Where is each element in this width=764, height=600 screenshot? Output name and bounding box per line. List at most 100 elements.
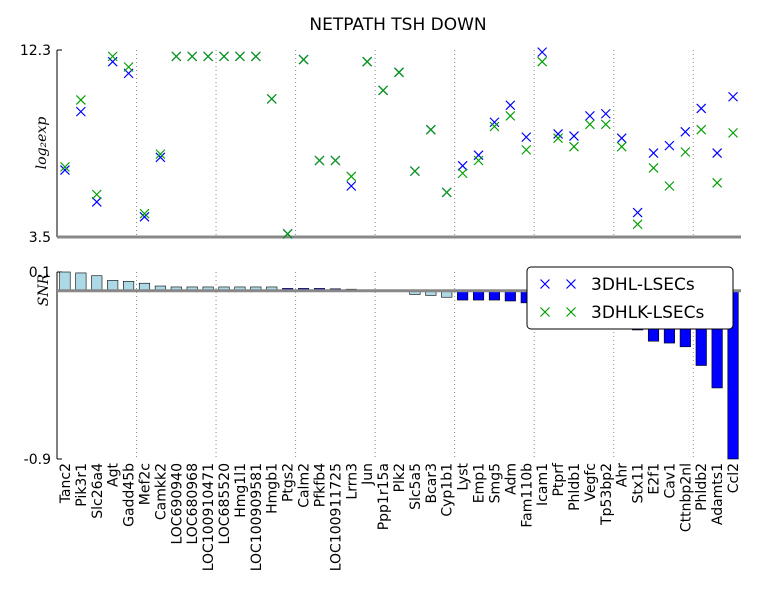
- y-tick-label: -0.9: [24, 452, 51, 468]
- x-tick-label: Ppp1r15a: [376, 463, 392, 530]
- y-tick-label: 0.1: [29, 265, 51, 281]
- x-tick-label: Pfkfb4: [312, 463, 328, 507]
- marker: [107, 51, 118, 62]
- x-tick-label: Ahr: [615, 463, 631, 487]
- marker: [696, 103, 707, 114]
- marker: [553, 129, 563, 139]
- marker: [696, 124, 707, 135]
- marker: [203, 51, 214, 62]
- marker: [330, 155, 341, 166]
- x-tick-label: Mef2c: [137, 463, 153, 505]
- x-tick-label: Ccl2: [726, 463, 742, 493]
- x-tick-label: LOC680968: [185, 463, 201, 545]
- marker: [648, 163, 659, 173]
- x-tick-label: Jun: [360, 463, 376, 486]
- marker: [680, 126, 691, 137]
- x-tick-label: LOC690940: [169, 463, 185, 545]
- marker: [728, 127, 738, 138]
- legend-box: [526, 266, 734, 330]
- marker: [648, 148, 659, 158]
- marker: [171, 51, 182, 62]
- y-tick-label: 3.5: [29, 230, 51, 246]
- bar: [504, 290, 516, 302]
- marker: [394, 67, 404, 78]
- marker: [362, 56, 373, 67]
- x-tick-label: LOC685520: [217, 463, 233, 545]
- y-axis-label: SNR: [36, 273, 52, 306]
- x-tick-label: Stx11: [631, 463, 647, 503]
- marker: [473, 150, 484, 161]
- bar: [107, 280, 119, 292]
- marker: [250, 51, 261, 62]
- x-tick-label: Hmgb1: [265, 463, 281, 514]
- x-tick-label: LOC100910471: [201, 463, 217, 571]
- legend-label: 3DHL-LSECs: [591, 275, 695, 295]
- marker: [298, 54, 309, 65]
- marker: [123, 62, 134, 72]
- marker: [600, 119, 611, 130]
- marker: [521, 132, 532, 143]
- x-tick-label: Cav1: [662, 463, 678, 499]
- marker: [409, 166, 420, 177]
- legend-marker: [540, 307, 550, 317]
- x-tick-label: Adm: [503, 463, 519, 495]
- marker: [441, 187, 452, 198]
- x-tick-label: Calm2: [297, 463, 313, 508]
- x-tick-label: Adamts1: [710, 463, 726, 525]
- legend-marker: [566, 279, 576, 289]
- x-tick-label: LOC100909581: [249, 463, 265, 571]
- marker: [664, 181, 675, 191]
- x-tick-label: Vegfc: [583, 463, 599, 502]
- x-tick-label: Gadd45b: [122, 463, 138, 527]
- legend: 3DHL-LSECs 3DHLK-LSECs: [526, 266, 734, 330]
- x-tick-label: Smg5: [487, 463, 503, 503]
- marker: [569, 141, 579, 152]
- marker: [346, 171, 357, 182]
- marker: [75, 95, 86, 105]
- legend-label: 3DHLK-LSECs: [591, 303, 705, 323]
- marker: [489, 117, 500, 128]
- marker: [632, 219, 643, 230]
- marker: [728, 91, 738, 102]
- marker: [712, 148, 723, 158]
- marker: [155, 149, 166, 160]
- marker: [457, 160, 468, 171]
- marker: [266, 93, 277, 104]
- x-tick-label: Cttnbp2nl: [678, 463, 694, 532]
- marker: [521, 144, 532, 155]
- marker: [282, 228, 293, 239]
- marker: [489, 121, 500, 132]
- x-tick-label: Bcar3: [424, 463, 440, 504]
- marker: [712, 177, 723, 188]
- bar: [91, 275, 103, 291]
- x-tick-label: Phldb2: [694, 463, 710, 511]
- marker: [537, 47, 548, 58]
- x-tick-label: Slc26a4: [90, 463, 106, 519]
- marker: [457, 168, 468, 179]
- marker: [616, 133, 627, 144]
- marker: [616, 141, 627, 152]
- marker: [378, 85, 389, 96]
- x-tick-label: Tanc2: [58, 463, 74, 504]
- marker: [632, 207, 643, 218]
- y-tick-label: 12.3: [20, 43, 51, 59]
- marker: [346, 181, 357, 191]
- marker: [584, 119, 595, 130]
- marker: [139, 211, 150, 222]
- x-tick-label: Emp1: [472, 463, 488, 503]
- marker: [139, 208, 150, 219]
- x-tick-label: Camkk2: [153, 463, 169, 520]
- marker: [600, 108, 611, 119]
- marker: [505, 100, 516, 111]
- x-tick-label: Agt: [106, 462, 122, 486]
- x-tick-label: Ptprf: [551, 462, 567, 497]
- x-tick-label: Lyst: [456, 463, 472, 491]
- bar: [59, 271, 71, 292]
- marker: [60, 165, 70, 175]
- legend-marker: [566, 307, 576, 317]
- x-tick-label: Lrrn3: [344, 463, 360, 500]
- marker: [155, 152, 166, 163]
- marker: [107, 56, 118, 67]
- x-tick-label: Pik3r1: [74, 463, 90, 507]
